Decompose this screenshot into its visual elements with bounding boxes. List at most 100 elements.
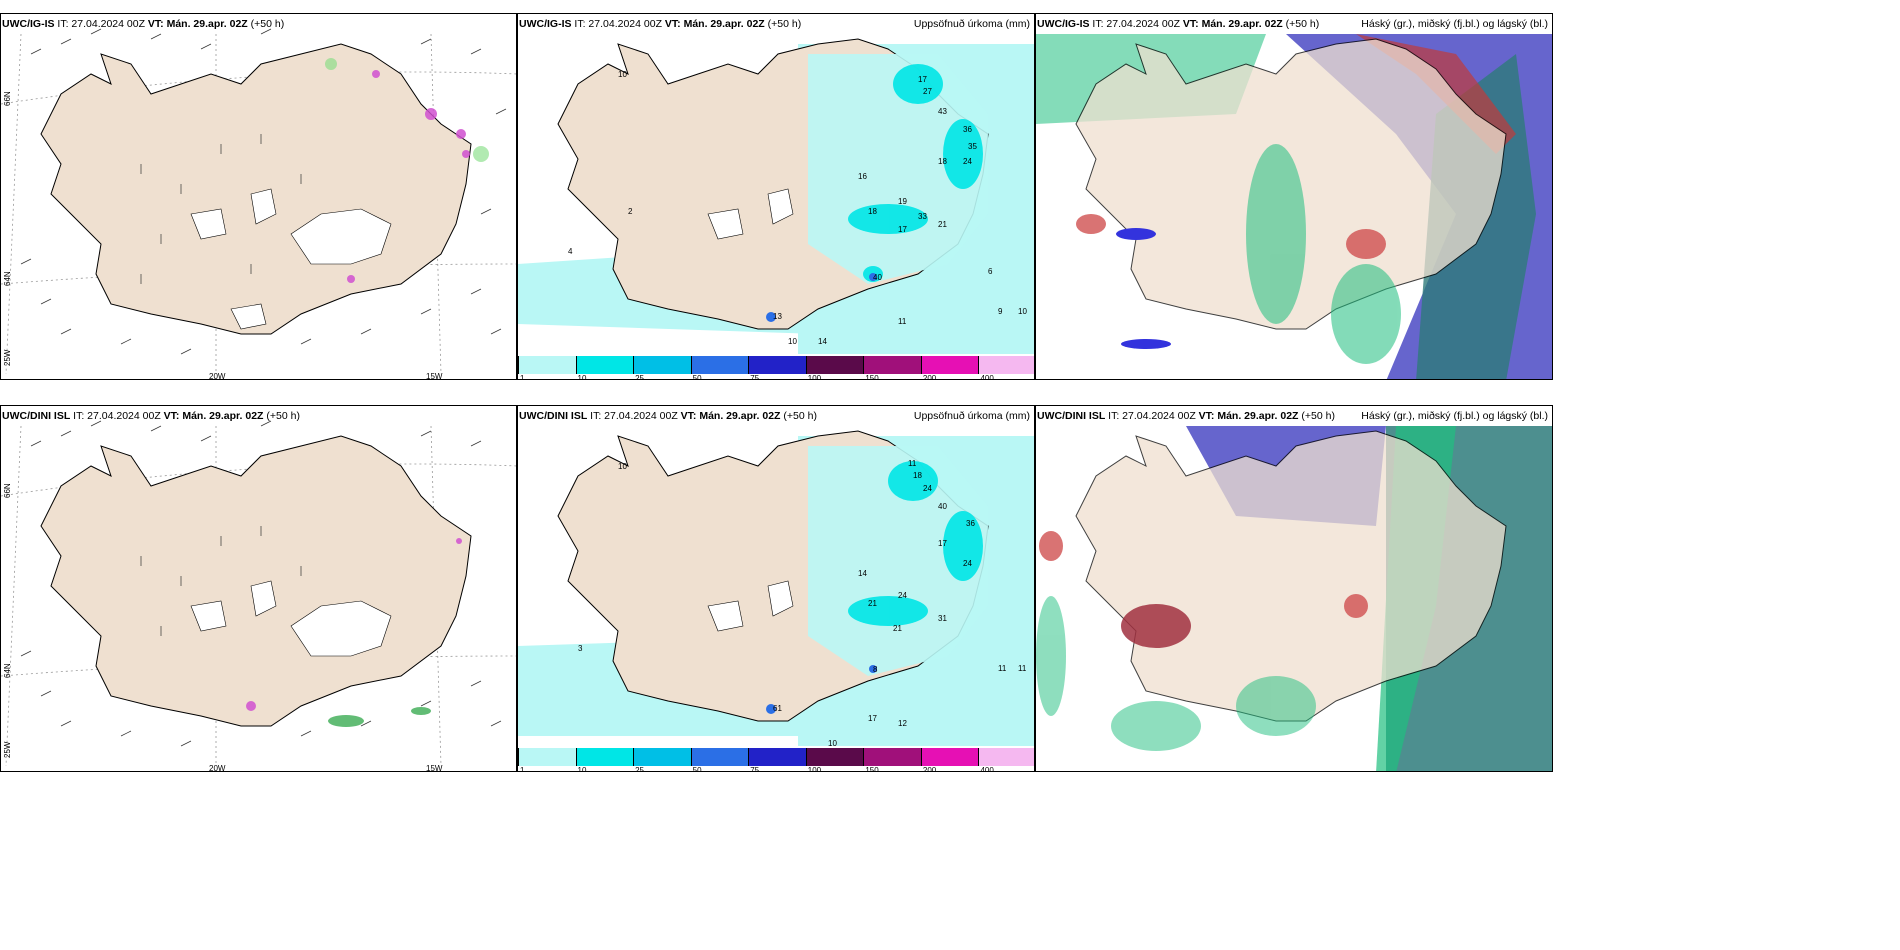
colorbar-tick-label: 100 xyxy=(807,374,822,380)
svg-text:21: 21 xyxy=(938,220,947,229)
panel-title: UWC/IG-IS IT: 27.04.2024 00Z VT: Mán. 29… xyxy=(1037,18,1320,30)
lon-label-20: 20W xyxy=(209,764,226,772)
svg-text:10: 10 xyxy=(788,337,797,346)
svg-text:9: 9 xyxy=(998,307,1003,316)
svg-text:3: 3 xyxy=(578,644,583,653)
svg-text:11: 11 xyxy=(908,459,917,468)
colorbar-swatch xyxy=(633,356,691,374)
cloud-cover-map xyxy=(1036,34,1552,379)
svg-text:17: 17 xyxy=(868,714,877,723)
panel-title: UWC/DINI ISL IT: 27.04.2024 00Z VT: Mán.… xyxy=(2,410,300,422)
svg-text:61: 61 xyxy=(773,704,782,713)
colorbar-swatch xyxy=(863,356,921,374)
panel-product-title: Uppsöfnuð úrkoma (mm) xyxy=(913,410,1030,422)
svg-text:16: 16 xyxy=(858,172,867,181)
svg-text:19: 19 xyxy=(898,197,907,206)
colorbar-swatch xyxy=(978,356,1034,374)
svg-text:14: 14 xyxy=(818,337,827,346)
colorbar-tick-label: 150 xyxy=(865,766,879,772)
svg-text:21: 21 xyxy=(893,624,902,633)
colorbar-swatch xyxy=(518,356,576,374)
colorbar-tick-label: 75 xyxy=(750,766,760,772)
lon-label-15: 15W xyxy=(426,372,443,380)
colorbar-swatch xyxy=(920,748,979,766)
colorbar-tick-label: 200 xyxy=(922,374,937,380)
colorbar-tick-label: 50 xyxy=(692,374,702,380)
svg-text:36: 36 xyxy=(963,125,972,134)
svg-text:24: 24 xyxy=(898,591,907,600)
colorbar-swatch xyxy=(690,748,749,766)
svg-text:18: 18 xyxy=(868,207,877,216)
svg-text:33: 33 xyxy=(918,212,927,221)
colorbar-swatch xyxy=(805,356,864,374)
svg-text:11: 11 xyxy=(1018,664,1027,673)
svg-text:36: 36 xyxy=(966,519,975,528)
wind-barb-map xyxy=(1,28,516,375)
precip-colorbar xyxy=(518,748,1034,766)
svg-text:6: 6 xyxy=(988,267,993,276)
lon-label-25: 25W xyxy=(3,349,12,366)
colorbar-tick-label: 150 xyxy=(865,374,879,380)
colorbar-swatch xyxy=(920,356,979,374)
colorbar-tick-label: 25 xyxy=(635,374,645,380)
colorbar-tick-label: 400 xyxy=(980,374,994,380)
svg-text:17: 17 xyxy=(918,75,927,84)
panel-title: UWC/DINI ISL IT: 27.04.2024 00Z VT: Mán.… xyxy=(1037,410,1335,422)
wind-map-panel-bottom: UWC/DINI ISL IT: 27.04.2024 00Z VT: Mán.… xyxy=(0,405,517,772)
svg-text:8: 8 xyxy=(873,665,878,674)
lat-label-64: 64N xyxy=(3,271,12,286)
colorbar-tick-label: 25 xyxy=(635,766,645,772)
panel-product-title: Háský (gr.), miðský (fj.bl.) og lágský (… xyxy=(1361,410,1548,422)
svg-text:43: 43 xyxy=(938,107,947,116)
lon-label-20: 20W xyxy=(209,372,226,380)
colorbar-tick-label: 1 xyxy=(520,766,525,772)
lon-label-15: 15W xyxy=(426,764,443,772)
svg-text:10: 10 xyxy=(618,70,627,79)
colorbar-swatch xyxy=(805,748,864,766)
lat-label-64: 64N xyxy=(3,663,12,678)
wind-barb-map xyxy=(1,420,516,767)
svg-text:4: 4 xyxy=(568,247,573,256)
svg-text:24: 24 xyxy=(963,559,972,568)
cloud-cover-map xyxy=(1036,426,1552,771)
svg-text:24: 24 xyxy=(963,157,972,166)
colorbar-tick-label: 400 xyxy=(980,766,994,772)
svg-text:35: 35 xyxy=(968,142,977,151)
svg-text:24: 24 xyxy=(923,484,932,493)
svg-text:40: 40 xyxy=(873,273,882,282)
panel-title: UWC/IG-IS IT: 27.04.2024 00Z VT: Mán. 29… xyxy=(519,18,802,30)
svg-text:10: 10 xyxy=(618,462,627,471)
svg-text:21: 21 xyxy=(868,599,877,608)
colorbar-swatch xyxy=(978,748,1034,766)
colorbar-swatch xyxy=(748,748,806,766)
colorbar-tick-label: 10 xyxy=(577,766,587,772)
precip-colorbar xyxy=(518,356,1034,374)
lat-label-66: 66N xyxy=(3,91,12,106)
svg-text:10: 10 xyxy=(828,739,837,748)
cloud-map-panel-top: UWC/IG-IS IT: 27.04.2024 00Z VT: Mán. 29… xyxy=(1035,13,1553,380)
svg-text:11: 11 xyxy=(898,317,907,326)
svg-text:13: 13 xyxy=(773,312,782,321)
svg-text:31: 31 xyxy=(938,614,947,623)
colorbar-swatch xyxy=(633,748,691,766)
svg-text:17: 17 xyxy=(938,539,947,548)
svg-text:40: 40 xyxy=(938,502,947,511)
colorbar-tick-label: 100 xyxy=(807,766,822,772)
colorbar-swatch xyxy=(575,748,634,766)
panel-product-title: Háský (gr.), miðský (fj.bl.) og lágský (… xyxy=(1361,18,1548,30)
svg-text:17: 17 xyxy=(898,225,907,234)
svg-text:2: 2 xyxy=(628,207,633,216)
colorbar-tick-label: 10 xyxy=(577,374,587,380)
colorbar-swatch xyxy=(690,356,749,374)
panel-title: UWC/DINI ISL IT: 27.04.2024 00Z VT: Mán.… xyxy=(519,410,817,422)
svg-text:27: 27 xyxy=(923,87,932,96)
colorbar-tick-label: 50 xyxy=(692,766,702,772)
panel-product-title: Uppsöfnuð úrkoma (mm) xyxy=(913,18,1030,30)
colorbar-swatch xyxy=(518,748,576,766)
svg-text:11: 11 xyxy=(998,664,1007,673)
colorbar-tick-label: 75 xyxy=(750,374,760,380)
svg-text:14: 14 xyxy=(858,569,867,578)
colorbar-tick-label: 1 xyxy=(520,374,525,380)
lat-label-66: 66N xyxy=(3,483,12,498)
